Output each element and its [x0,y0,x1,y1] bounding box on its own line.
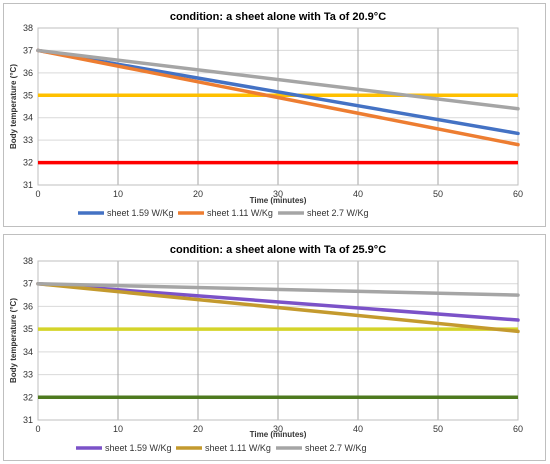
x-tick-label: 0 [35,424,40,434]
y-tick-label: 38 [23,256,33,266]
series-line [36,48,520,147]
x-tick-label: 10 [113,424,123,434]
y-tick-label: 31 [23,415,33,425]
legend-label: sheet 2.7 W/Kg [305,443,367,453]
y-tick-label: 35 [23,324,33,334]
y-tick-label: 37 [23,45,33,55]
chart-title: condition: a sheet alone with Ta of 20.9… [170,11,386,23]
y-axis-label: Body temperature (°C) [9,64,18,149]
x-tick-label: 30 [273,189,283,199]
y-tick-label: 32 [23,392,33,402]
x-tick-label: 10 [113,189,123,199]
x-tick-label: 20 [193,189,203,199]
y-tick-label: 35 [23,90,33,100]
chart-1: condition: a sheet alone with Ta of 20.9… [9,11,523,218]
y-tick-label: 37 [23,279,33,289]
x-axis-label: Time (minutes) [250,430,307,439]
series-line [36,281,520,297]
x-tick-label: 60 [513,424,523,434]
x-tick-label: 20 [193,424,203,434]
x-tick-label: 50 [433,189,443,199]
y-tick-label: 34 [23,347,33,357]
y-tick-label: 33 [23,370,33,380]
chart-2: condition: a sheet alone with Ta of 25.9… [9,244,523,453]
x-tick-label: 0 [35,189,40,199]
y-tick-label: 38 [23,23,33,33]
x-tick-label: 30 [273,424,283,434]
y-tick-label: 36 [23,301,33,311]
x-tick-label: 50 [433,424,443,434]
plot-area [37,260,519,421]
series-line [36,48,520,136]
series-line [36,48,520,111]
x-tick-label: 40 [353,424,363,434]
legend-label: sheet 1.11 W/Kg [205,443,271,453]
plot-area [37,27,519,186]
y-tick-label: 34 [23,113,33,123]
y-tick-label: 33 [23,135,33,145]
y-tick-label: 32 [23,158,33,168]
legend-label: sheet 1.11 W/Kg [207,208,273,218]
chart-panel-2: condition: a sheet alone with Ta of 25.9… [3,234,546,461]
x-tick-label: 40 [353,189,363,199]
x-tick-label: 60 [513,189,523,199]
series-line [36,281,520,334]
x-axis-label: Time (minutes) [250,196,307,205]
y-tick-label: 36 [23,68,33,78]
legend-label: sheet 2.7 W/Kg [307,208,369,218]
y-tick-label: 31 [23,180,33,190]
chart-panel-1: condition: a sheet alone with Ta of 20.9… [3,3,546,227]
y-axis-label: Body temperature (°C) [9,298,18,383]
legend-label: sheet 1.59 W/Kg [105,443,172,453]
chart-title: condition: a sheet alone with Ta of 25.9… [170,244,386,256]
series-line [36,281,520,322]
legend-label: sheet 1.59 W/Kg [107,208,174,218]
